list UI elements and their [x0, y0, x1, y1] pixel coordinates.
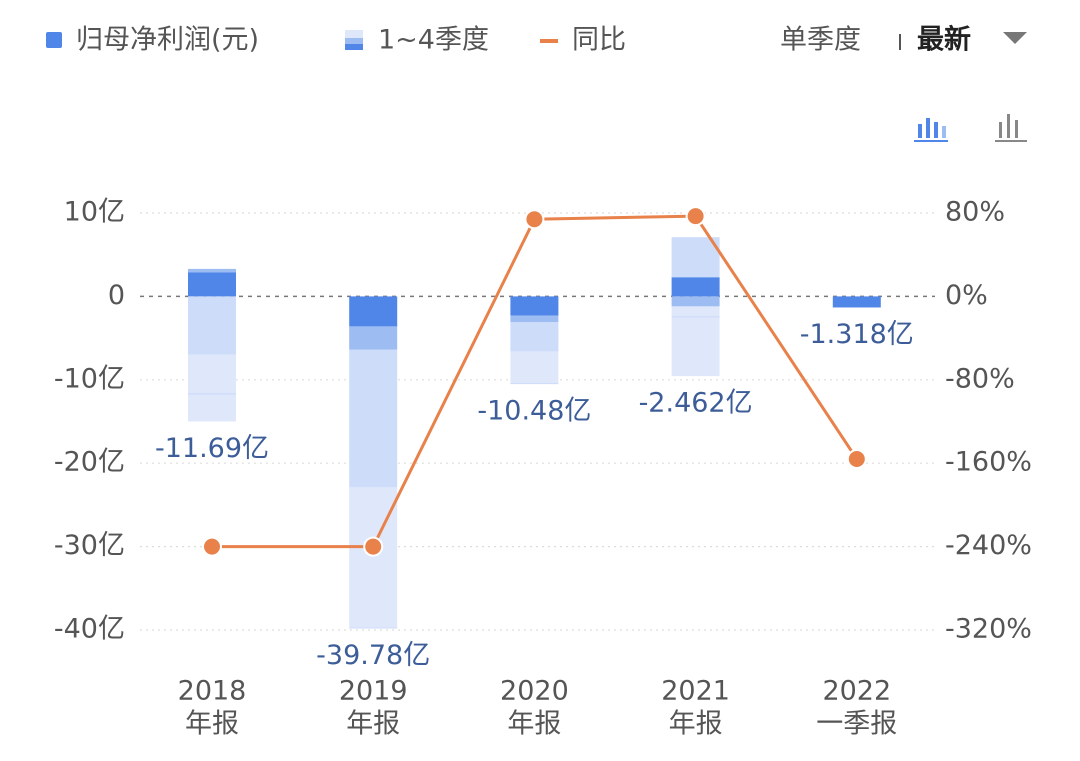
value-label: -2.462亿 — [639, 388, 753, 419]
stacked-icon[interactable] — [914, 118, 948, 142]
bar-segment — [349, 326, 398, 350]
y-tick-label: -40亿 — [54, 614, 125, 645]
x-tick-label: 2022 — [822, 676, 891, 707]
bar-segment — [188, 272, 236, 297]
x-tick-label: 2018 — [178, 676, 247, 707]
y2-tick-label: 0% — [945, 280, 988, 311]
bar-segment — [671, 296, 720, 307]
x-tick-label: 年报 — [669, 709, 723, 740]
yoy-point — [685, 206, 706, 227]
x-tick-label: 一季报 — [816, 709, 897, 740]
y-tick-label: -30亿 — [54, 530, 125, 561]
legend-swatch — [345, 44, 363, 50]
bar-icon[interactable] — [995, 114, 1027, 142]
legend-label: 1~4季度 — [378, 25, 489, 56]
x-tick-label: 年报 — [507, 709, 561, 740]
x-tick-label: 年报 — [185, 709, 239, 740]
yoy-point — [363, 536, 384, 557]
bar-segment — [510, 296, 559, 316]
y2-tick-label: -160% — [945, 447, 1032, 478]
bar-segment — [349, 296, 398, 327]
bar-segment — [188, 296, 236, 355]
x-tick-label: 2019 — [339, 676, 408, 707]
legend-swatch — [345, 38, 363, 44]
legend-label: 同比 — [572, 25, 626, 56]
y-tick-label: 10亿 — [64, 197, 125, 228]
legend-label: 归母净利润(元) — [76, 25, 259, 56]
bar-segment — [671, 277, 720, 297]
y2-tick-label: -320% — [945, 614, 1032, 645]
bar-segment — [671, 237, 720, 278]
value-label: -39.78亿 — [316, 640, 430, 671]
value-label: -10.48亿 — [477, 395, 591, 426]
yoy-point — [202, 536, 222, 557]
y-tick-label: -20亿 — [54, 447, 125, 478]
bar-segment — [188, 354, 236, 422]
mode-toggle[interactable]: 单季度 — [780, 25, 861, 56]
y2-tick-label: 80% — [945, 197, 1005, 228]
value-label: -11.69亿 — [155, 433, 269, 464]
bar-segment — [832, 296, 881, 308]
bar-segment — [510, 315, 559, 323]
x-tick-label: 2021 — [661, 676, 730, 707]
bar-segment — [671, 306, 720, 377]
y2-tick-label: -80% — [945, 363, 1015, 394]
x-tick-label: 2020 — [500, 676, 569, 707]
bar-segment — [349, 349, 398, 488]
yoy-point — [846, 449, 867, 470]
dropdown-arrow[interactable] — [1003, 32, 1027, 44]
y2-tick-label: -240% — [945, 530, 1032, 561]
x-tick-label: 年报 — [346, 709, 400, 740]
bar-segment — [510, 351, 559, 384]
y-tick-label: -10亿 — [54, 363, 125, 394]
bar-segment — [349, 487, 398, 629]
legend-swatch — [46, 32, 62, 48]
period-select[interactable]: 最新 — [917, 24, 971, 56]
bar-segment — [510, 322, 559, 352]
y-tick-label: 0 — [108, 280, 125, 311]
legend-swatch — [345, 30, 363, 38]
yoy-point — [524, 209, 545, 230]
value-label: -1.318亿 — [800, 319, 914, 350]
bar-segment — [188, 268, 236, 273]
